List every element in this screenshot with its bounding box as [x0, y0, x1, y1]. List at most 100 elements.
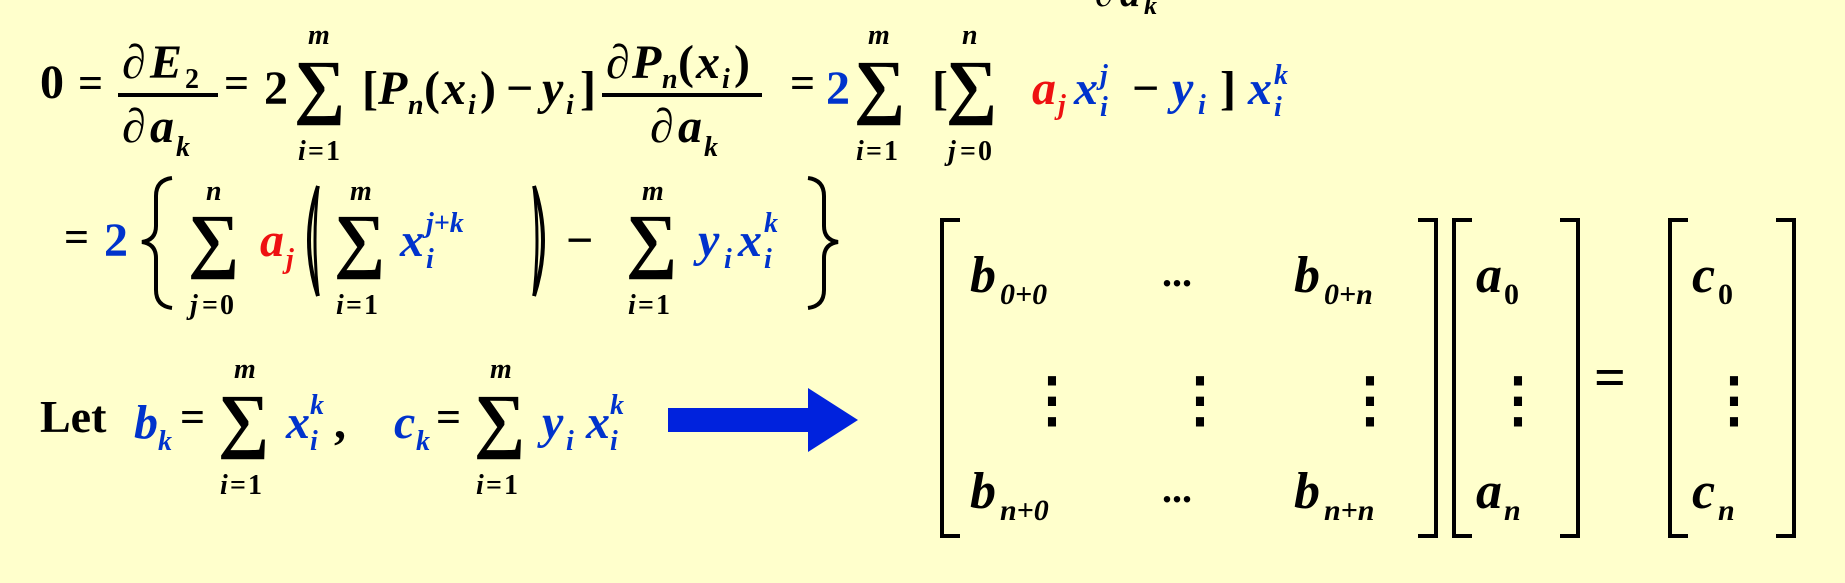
svg-text:(: ( [678, 36, 694, 89]
svg-text:n: n [1718, 494, 1735, 527]
svg-text:k: k [1274, 60, 1288, 91]
sum-symbol: ∑ [334, 200, 385, 280]
svg-text:i: i [336, 290, 344, 321]
svg-text:i: i [1100, 92, 1108, 123]
svg-text:j: j [186, 290, 198, 321]
svg-text:y: y [537, 62, 564, 115]
svg-text:i: i [628, 290, 636, 321]
coef-two-3: 2 [104, 214, 128, 267]
svg-text:a: a [678, 100, 702, 153]
svg-text:x: x [737, 214, 762, 267]
svg-text:P: P [631, 36, 662, 89]
summation-4: n ∑ j = 0 [186, 176, 239, 321]
svg-text:⋮: ⋮ [1488, 367, 1548, 433]
fraction-bar [602, 93, 762, 97]
right-brace [807, 176, 839, 310]
sum-symbol: ∑ [188, 200, 239, 280]
svg-text:i: i [426, 244, 434, 275]
svg-text:∂: ∂ [122, 100, 146, 153]
svg-text:2: 2 [185, 64, 199, 95]
svg-text:n: n [662, 64, 678, 95]
svg-text:=: = [960, 136, 976, 167]
cutoff-k: k [1144, 0, 1157, 20]
equation-line-3: Let b k = m ∑ i = 1 x k i , c k = m ∑ i … [40, 354, 858, 501]
lhs-zero: 0 [40, 56, 64, 109]
equation-line-1: 0 = ∂ E 2 ∂ a k = 2 m ∑ i = 1 [ P n ( x … [40, 20, 1288, 167]
svg-text:0: 0 [978, 136, 992, 167]
big-right-paren [532, 185, 545, 297]
svg-text:⋮: ⋮ [1340, 367, 1400, 433]
matrix-b-right-bracket [1418, 218, 1438, 538]
sum-symbol: ∑ [626, 200, 677, 280]
let-label: Let [40, 391, 107, 442]
svg-text:a: a [150, 100, 174, 153]
svg-text:n+0: n+0 [1000, 494, 1049, 527]
svg-text:i: i [610, 426, 618, 457]
svg-text:m: m [350, 176, 372, 207]
fraction-dPn-dak: ∂ P n ( x i ) ∂ a k [602, 36, 762, 163]
svg-text:−: − [566, 214, 593, 267]
svg-text:y: y [693, 214, 720, 267]
svg-text:⋮: ⋮ [1170, 367, 1230, 433]
svg-text:i: i [468, 90, 476, 121]
svg-text:n: n [408, 90, 424, 121]
svg-text:n+n: n+n [1324, 494, 1374, 527]
svg-text:k: k [764, 208, 778, 239]
svg-text:=: = [486, 470, 502, 501]
svg-text:,: , [334, 396, 346, 449]
vector-a-left-bracket [1452, 218, 1472, 538]
eq-sign-3: = [790, 59, 815, 108]
summation-3: n ∑ j = 0 [944, 20, 997, 167]
svg-text:=: = [346, 290, 362, 321]
svg-text:]: ] [580, 62, 596, 115]
cutoff-a: a [1120, 0, 1140, 15]
svg-text:P: P [377, 62, 408, 115]
svg-text:): ) [480, 62, 496, 115]
svg-text:c: c [1692, 247, 1715, 304]
svg-text:i: i [310, 426, 318, 457]
svg-text:n: n [1504, 494, 1521, 527]
eq-sign-2: = [224, 59, 249, 108]
summation-5: m ∑ i = 1 [334, 176, 385, 321]
svg-text:]: ] [1220, 62, 1236, 115]
svg-text:∂: ∂ [122, 36, 146, 89]
svg-text:1: 1 [248, 470, 262, 501]
svg-text:b: b [970, 247, 996, 304]
svg-text:∂: ∂ [650, 100, 674, 153]
svg-text:x: x [1073, 62, 1098, 115]
svg-text:): ) [734, 36, 750, 89]
svg-text:1: 1 [884, 136, 898, 167]
svg-text:=: = [436, 393, 461, 442]
svg-text:=: = [308, 136, 324, 167]
svg-text:i: i [1274, 92, 1282, 123]
svg-text:...: ... [1162, 466, 1192, 511]
sum-symbol: ∑ [294, 46, 345, 126]
svg-text:⋮: ⋮ [1704, 367, 1764, 433]
equation-line-2: = 2 n ∑ j = 0 a j m ∑ i = 1 x j+k i − [64, 176, 839, 321]
eq-sign-1: = [78, 59, 103, 108]
svg-text:x: x [585, 396, 610, 449]
svg-text:c: c [1692, 463, 1715, 520]
svg-text:k: k [158, 426, 172, 457]
cutoff-fragment: ∂ a k [1095, 0, 1157, 20]
eq-sign-4: = [64, 213, 89, 262]
summation-2: m ∑ i = 1 [854, 20, 905, 167]
svg-text:0: 0 [1718, 278, 1733, 311]
sum-symbol: ∑ [854, 46, 905, 126]
svg-text:j+k: j+k [422, 208, 464, 239]
matrix-equation: b 0+0 ... b 0+n ⋮ ⋮ ⋮ b n+0 ... b n+n a … [940, 218, 1796, 538]
svg-text:[: [ [362, 62, 378, 115]
svg-text:y: y [537, 396, 564, 449]
svg-text:[: [ [932, 62, 948, 115]
svg-text:x: x [285, 396, 310, 449]
svg-text:−: − [506, 62, 533, 115]
svg-text:j: j [944, 136, 956, 167]
svg-text:x: x [399, 214, 424, 267]
svg-text:i: i [566, 90, 574, 121]
svg-text:k: k [704, 132, 718, 163]
coef-two-2: 2 [826, 62, 850, 115]
svg-text:1: 1 [504, 470, 518, 501]
svg-text:i: i [1198, 90, 1206, 121]
svg-text:=: = [866, 136, 882, 167]
